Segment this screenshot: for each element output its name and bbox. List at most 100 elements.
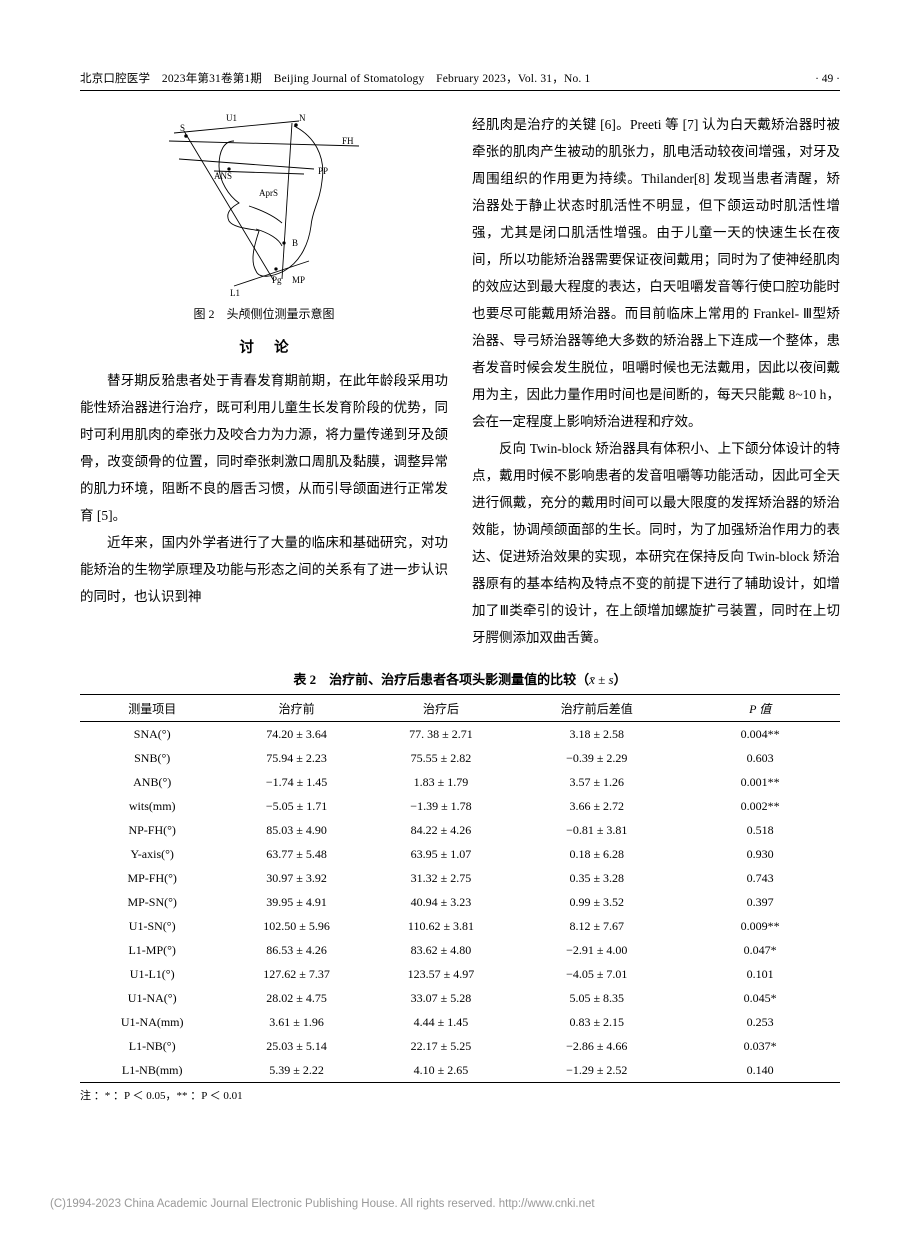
table-cell: 86.53 ± 4.26 [224, 938, 368, 962]
figure-2: S U1 N FH PP ANS AprS B Pg L1 MP 图 2 头颅侧… [80, 111, 448, 322]
table-cell: 77. 38 ± 2.71 [369, 722, 513, 747]
table-cell: 0.037* [680, 1034, 840, 1058]
label-N: N [299, 113, 306, 123]
label-AprS: AprS [259, 188, 278, 198]
table-cell: 0.83 ± 2.15 [513, 1010, 680, 1034]
table-row: NP-FH(°)85.03 ± 4.9084.22 ± 4.26−0.81 ± … [80, 818, 840, 842]
table-cell: L1-NB(mm) [80, 1058, 224, 1083]
table-cell: 0.002** [680, 794, 840, 818]
left-column: S U1 N FH PP ANS AprS B Pg L1 MP 图 2 头颅侧… [80, 111, 448, 651]
table-cell: 4.10 ± 2.65 [369, 1058, 513, 1083]
table-cell: ANB(°) [80, 770, 224, 794]
table-cell: 0.140 [680, 1058, 840, 1083]
table-cell: 5.39 ± 2.22 [224, 1058, 368, 1083]
table-cell: 3.66 ± 2.72 [513, 794, 680, 818]
table-cell: SNA(°) [80, 722, 224, 747]
table-cell: U1-NA(mm) [80, 1010, 224, 1034]
table-cell: 33.07 ± 5.28 [369, 986, 513, 1010]
table-cell: 110.62 ± 3.81 [369, 914, 513, 938]
table-cell: −1.74 ± 1.45 [224, 770, 368, 794]
table-cell: MP-FH(°) [80, 866, 224, 890]
table-cell: 63.77 ± 5.48 [224, 842, 368, 866]
table-caption-text: 治疗前、治疗后患者各项头影测量值的比较（ [329, 672, 589, 687]
table-cell: 0.603 [680, 746, 840, 770]
table-note: 注 ：* ：P ＜ 0.05，** ：P ＜ 0.01 [80, 1087, 840, 1103]
table-cell: 75.94 ± 2.23 [224, 746, 368, 770]
table-cell: 0.009** [680, 914, 840, 938]
table-row: L1-NB(mm)5.39 ± 2.224.10 ± 2.65−1.29 ± 2… [80, 1058, 840, 1083]
table-row: SNA(°)74.20 ± 3.6477. 38 ± 2.713.18 ± 2.… [80, 722, 840, 747]
table-cell: 0.35 ± 3.28 [513, 866, 680, 890]
page-number: · 49 · [815, 73, 840, 85]
table-row: L1-MP(°)86.53 ± 4.2683.62 ± 4.80−2.91 ± … [80, 938, 840, 962]
label-U1: U1 [226, 113, 237, 123]
right-para-2: 反向 Twin-block 矫治器具有体积小、上下颌分体设计的特点，戴用时候不影… [472, 435, 840, 651]
label-Pg: Pg [272, 275, 282, 285]
page-header: 北京口腔医学 2023年第31卷第1期 Beijing Journal of S… [80, 70, 840, 91]
table-row: U1-NA(°)28.02 ± 4.7533.07 ± 5.285.05 ± 8… [80, 986, 840, 1010]
table-cell: 83.62 ± 4.80 [369, 938, 513, 962]
table-cell: U1-SN(°) [80, 914, 224, 938]
label-MP: MP [292, 275, 305, 285]
table-caption-stat: x̄ ± s [589, 672, 613, 687]
table-row: U1-L1(°)127.62 ± 7.37123.57 ± 4.97−4.05 … [80, 962, 840, 986]
label-PP: PP [318, 166, 328, 176]
table-cell: 22.17 ± 5.25 [369, 1034, 513, 1058]
table-cell: 3.61 ± 1.96 [224, 1010, 368, 1034]
label-B: B [292, 238, 298, 248]
table-cell: 28.02 ± 4.75 [224, 986, 368, 1010]
table-cell: U1-L1(°) [80, 962, 224, 986]
table-cell: −1.29 ± 2.52 [513, 1058, 680, 1083]
table-cell: 4.44 ± 1.45 [369, 1010, 513, 1034]
table-row: U1-NA(mm)3.61 ± 1.964.44 ± 1.450.83 ± 2.… [80, 1010, 840, 1034]
table-cell: 85.03 ± 4.90 [224, 818, 368, 842]
left-para-2: 近年来，国内外学者进行了大量的临床和基础研究，对功能矫治的生物学原理及功能与形态… [80, 529, 448, 610]
table-cell: 0.045* [680, 986, 840, 1010]
label-FH: FH [342, 136, 354, 146]
table-cell: −2.86 ± 4.66 [513, 1034, 680, 1058]
table-row: Y-axis(°)63.77 ± 5.4863.95 ± 1.070.18 ± … [80, 842, 840, 866]
table-cell: 5.05 ± 8.35 [513, 986, 680, 1010]
table-cell: 127.62 ± 7.37 [224, 962, 368, 986]
table-header-row: 测量项目 治疗前 治疗后 治疗前后差值 P 值 [80, 695, 840, 722]
table-row: MP-SN(°)39.95 ± 4.9140.94 ± 3.230.99 ± 3… [80, 890, 840, 914]
table-cell: 30.97 ± 3.92 [224, 866, 368, 890]
table-cell: L1-MP(°) [80, 938, 224, 962]
table-cell: −5.05 ± 1.71 [224, 794, 368, 818]
col-item: 测量项目 [80, 695, 224, 722]
table-cell: 0.397 [680, 890, 840, 914]
body-columns: S U1 N FH PP ANS AprS B Pg L1 MP 图 2 头颅侧… [80, 111, 840, 651]
publisher-footer: (C)1994-2023 China Academic Journal Elec… [50, 1198, 595, 1210]
table-cell: 0.99 ± 3.52 [513, 890, 680, 914]
table-cell: 1.83 ± 1.79 [369, 770, 513, 794]
table-cell: 0.18 ± 6.28 [513, 842, 680, 866]
table-cell: 0.004** [680, 722, 840, 747]
table-caption: 表 2 治疗前、治疗后患者各项头影测量值的比较（x̄ ± s） [80, 669, 840, 688]
discussion-heading: 讨论 [80, 336, 448, 357]
table-row: ANB(°)−1.74 ± 1.451.83 ± 1.793.57 ± 1.26… [80, 770, 840, 794]
left-para-1: 替牙期反𬌗患者处于青春发育期前期，在此年龄段采用功能性矫治器进行治疗，既可利用儿… [80, 367, 448, 529]
label-ANS: ANS [214, 171, 232, 181]
table-cell: U1-NA(°) [80, 986, 224, 1010]
journal-info: 北京口腔医学 2023年第31卷第1期 Beijing Journal of S… [80, 70, 591, 86]
table-cell: 0.930 [680, 842, 840, 866]
table-cell: 74.20 ± 3.64 [224, 722, 368, 747]
table-caption-suffix: ） [614, 672, 627, 687]
table-cell: 0.518 [680, 818, 840, 842]
table-cell: −2.91 ± 4.00 [513, 938, 680, 962]
right-column: 经肌肉是治疗的关键 [6]。Preeti 等 [7] 认为白天戴矫治器时被牵张的… [472, 111, 840, 651]
table-cell: −1.39 ± 1.78 [369, 794, 513, 818]
table-cell: 25.03 ± 5.14 [224, 1034, 368, 1058]
figure-caption: 图 2 头颅侧位测量示意图 [193, 305, 334, 322]
table-cell: 0.001** [680, 770, 840, 794]
cephalometric-table: 测量项目 治疗前 治疗后 治疗前后差值 P 值 SNA(°)74.20 ± 3.… [80, 694, 840, 1083]
table-cell: L1-NB(°) [80, 1034, 224, 1058]
table-cell: 0.743 [680, 866, 840, 890]
col-post: 治疗后 [369, 695, 513, 722]
right-para-1: 经肌肉是治疗的关键 [6]。Preeti 等 [7] 认为白天戴矫治器时被牵张的… [472, 111, 840, 435]
col-p: P 值 [680, 695, 840, 722]
table-cell: wits(mm) [80, 794, 224, 818]
table-cell: −0.39 ± 2.29 [513, 746, 680, 770]
table-cell: 39.95 ± 4.91 [224, 890, 368, 914]
table-row: U1-SN(°)102.50 ± 5.96110.62 ± 3.818.12 ±… [80, 914, 840, 938]
